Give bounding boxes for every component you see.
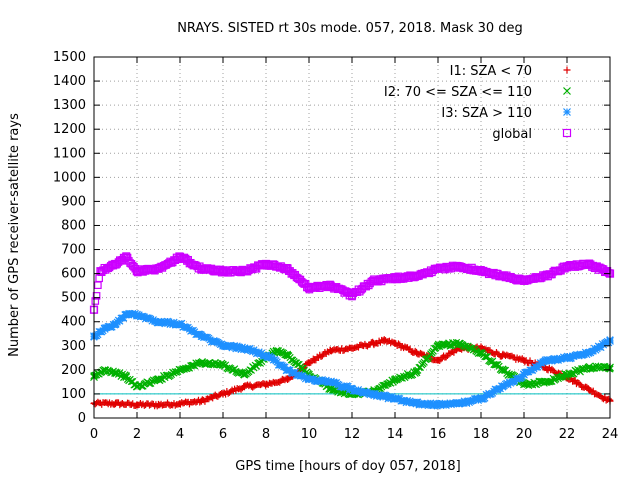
trace-global xyxy=(281,265,289,274)
trace-global xyxy=(297,278,306,286)
y-tick-label: 1100 xyxy=(53,146,86,161)
x-tick-label: 6 xyxy=(219,427,227,442)
trace-i1-sza-70 xyxy=(605,395,612,403)
trace-i3-sza-110 xyxy=(286,366,294,374)
y-tick-label: 300 xyxy=(61,339,86,354)
trace-i3-sza-110 xyxy=(255,348,263,356)
trace-i1-sza-70 xyxy=(583,383,590,391)
trace-global xyxy=(190,260,199,269)
legend-marker xyxy=(563,66,571,74)
x-tick-label: 24 xyxy=(602,427,619,442)
legend-label: I3: SZA > 110 xyxy=(441,106,532,121)
x-tick-label: 8 xyxy=(262,427,270,442)
x-tick-label: 14 xyxy=(387,427,404,442)
y-tick-label: 200 xyxy=(61,363,86,378)
trace-i3-sza-110 xyxy=(432,399,440,407)
y-tick-label: 0 xyxy=(78,411,86,426)
trace-global xyxy=(341,287,350,295)
trace-i1-sza-70 xyxy=(395,340,402,347)
trace-i3-sza-110 xyxy=(459,399,467,407)
trace-i2-70-sza-110 xyxy=(379,381,387,389)
legend-marker xyxy=(563,108,571,116)
trace-i3-sza-110 xyxy=(589,347,597,355)
legend-marker xyxy=(562,128,572,138)
y-tick-label: 1400 xyxy=(53,74,86,89)
x-tick-label: 20 xyxy=(516,427,533,442)
axes: 0100200300400500600700800900100011001200… xyxy=(53,50,618,442)
trace-i3-sza-110 xyxy=(567,354,575,362)
y-tick-label: 1500 xyxy=(53,50,86,65)
trace-i3-sza-110 xyxy=(593,345,601,353)
y-tick-label: 500 xyxy=(61,291,86,306)
trace-global xyxy=(101,266,110,274)
y-tick-label: 600 xyxy=(61,267,86,282)
trace-i2-70-sza-110 xyxy=(201,360,209,369)
series-4 xyxy=(89,252,615,314)
y-tick-label: 400 xyxy=(61,315,86,330)
legend: I1: SZA < 70 I2: 70 <= SZA <= 110 I3: SZA … xyxy=(384,64,572,142)
trace-i3-sza-110 xyxy=(504,381,512,389)
trace-i3-sza-110 xyxy=(371,389,379,398)
x-tick-label: 0 xyxy=(90,427,98,442)
series-3 xyxy=(90,309,614,410)
legend-label: I1: SZA < 70 xyxy=(450,64,532,79)
trace-global xyxy=(292,273,301,282)
trace-i2-70-sza-110 xyxy=(476,349,484,357)
y-tick-label: 800 xyxy=(61,218,86,233)
x-tick-label: 22 xyxy=(559,427,576,442)
trace-i1-sza-70 xyxy=(237,386,245,393)
trace-i3-sza-110 xyxy=(436,399,444,407)
x-tick-label: 2 xyxy=(133,427,141,442)
trace-i3-sza-110 xyxy=(510,377,519,385)
x-tick-label: 16 xyxy=(430,427,447,442)
trace-global xyxy=(114,258,123,266)
y-tick-label: 1200 xyxy=(53,122,86,137)
trace-global xyxy=(181,254,190,263)
trace-i3-sza-110 xyxy=(463,399,471,408)
trace-i3-sza-110 xyxy=(605,339,613,347)
legend-label: global xyxy=(492,127,532,142)
trace-global xyxy=(364,281,373,290)
trace-global xyxy=(595,263,604,272)
x-tick-label: 12 xyxy=(344,427,361,442)
trace-global xyxy=(92,292,101,300)
trace-global xyxy=(288,269,297,277)
y-tick-label: 100 xyxy=(61,387,86,402)
trace-i1-sza-70 xyxy=(442,354,450,361)
y-tick-label: 700 xyxy=(61,243,86,258)
trace-global xyxy=(601,268,609,277)
trace-global xyxy=(166,257,174,266)
x-tick-label: 18 xyxy=(473,427,490,442)
data-marks xyxy=(89,252,615,410)
x-axis-title: GPS time [hours of doy 057, 2018] xyxy=(235,459,460,474)
y-tick-label: 1300 xyxy=(53,98,86,113)
y-tick-label: 1000 xyxy=(53,170,86,185)
trace-i3-sza-110 xyxy=(227,341,235,349)
y-tick-label: 900 xyxy=(61,194,86,209)
legend-marker xyxy=(563,87,571,95)
trace-i3-sza-110 xyxy=(518,373,526,381)
legend-label: I2: 70 <= SZA <= 110 xyxy=(384,85,532,100)
trace-i2-70-sza-110 xyxy=(188,361,196,369)
trace-global xyxy=(122,252,131,260)
trace-i1-sza-70 xyxy=(406,345,414,353)
x-tick-label: 10 xyxy=(301,427,318,442)
trace-i3-sza-110 xyxy=(581,348,590,356)
trace-i3-sza-110 xyxy=(165,318,173,326)
x-tick-label: 4 xyxy=(176,427,184,442)
chart-title: NRAYS. SISTED rt 30s mode. 057, 2018. Ma… xyxy=(177,21,523,36)
trace-global xyxy=(544,272,552,281)
y-axis-title: Number of GPS receiver-satellite rays xyxy=(7,113,22,357)
